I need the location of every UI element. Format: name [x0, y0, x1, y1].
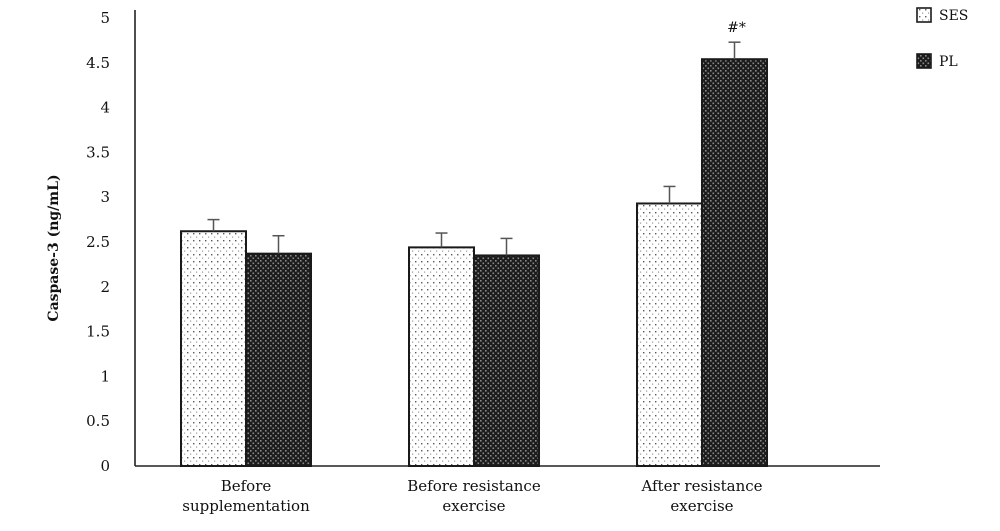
x-tick-label-line: supplementation	[182, 497, 310, 515]
legend-label-pl: PL	[939, 54, 958, 70]
legend-swatch-pl	[916, 53, 932, 69]
bar-pl	[245, 252, 312, 467]
legend-swatch-ses	[916, 7, 932, 23]
x-tick-label: Before supplementation	[182, 477, 310, 515]
bar-ses	[408, 246, 475, 467]
y-tick-label: 4.5	[86, 54, 110, 72]
y-tick-label: 2	[100, 278, 110, 296]
bar-ses	[180, 230, 247, 467]
x-tick-label: Before resistance exercise	[407, 477, 541, 515]
significance-annotation: #*	[727, 20, 746, 36]
y-tick-label: 4	[100, 99, 110, 117]
bar-pl	[701, 58, 768, 467]
legend-label-ses: SES	[939, 8, 968, 24]
bar-ses	[636, 202, 703, 468]
x-tick-label-line: Before	[221, 477, 272, 495]
y-tick-label: 0	[100, 457, 110, 475]
y-tick-label: 0.5	[86, 412, 110, 430]
y-tick-label: 2.5	[86, 233, 110, 251]
y-tick-label: 1	[100, 367, 110, 385]
y-tick-label: 3	[100, 188, 110, 206]
x-tick-label: After resistance exercise	[640, 477, 762, 515]
y-tick-label: 5	[100, 9, 110, 27]
bar-pl	[473, 254, 540, 467]
y-axis-label: Caspase-3 (ng/mL)	[46, 174, 62, 321]
x-tick-label-line: After resistance	[640, 477, 762, 495]
y-tick-label: 3.5	[86, 143, 110, 161]
x-tick-label-line: exercise	[442, 497, 505, 515]
x-tick-label-line: Before resistance	[407, 477, 541, 495]
y-tick-label: 1.5	[86, 323, 110, 341]
x-tick-label-line: exercise	[670, 497, 733, 515]
